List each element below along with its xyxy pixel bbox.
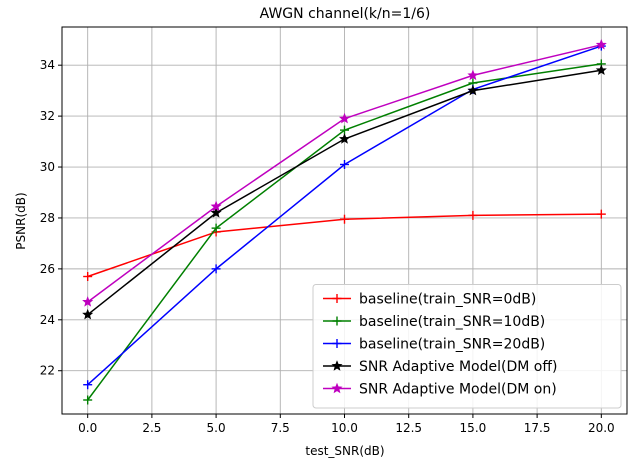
data-point: [211, 264, 221, 274]
x-tick-label: 15.0: [460, 421, 487, 435]
data-point: [210, 207, 222, 218]
legend-label: baseline(train_SNR=10dB): [359, 314, 545, 330]
series-2: [83, 59, 606, 405]
legend-label: baseline(train_SNR=20dB): [359, 337, 545, 353]
data-point: [83, 272, 93, 282]
data-point: [595, 64, 607, 75]
data-point: [468, 210, 478, 220]
legend-marker: [331, 382, 343, 394]
legend: baseline(train_SNR=0dB) baseline(train_SN…: [312, 284, 622, 409]
legend-entry: baseline(train_SNR=0dB): [323, 292, 536, 308]
y-tick-label: 34: [40, 58, 55, 72]
data-point: [340, 159, 349, 169]
data-point: [338, 112, 351, 124]
x-tick-label: 20.0: [588, 421, 615, 435]
legend-marker: [332, 294, 342, 303]
legend-marker: [332, 339, 342, 348]
series-lines: [82, 39, 607, 405]
legend-marker: [332, 316, 342, 326]
data-point: [467, 84, 479, 96]
y-tick-label: 26: [40, 262, 55, 276]
y-tick-label: 24: [40, 313, 55, 327]
data-point: [211, 223, 221, 233]
x-tick-label: 7.5: [271, 421, 290, 435]
data-point: [338, 133, 351, 144]
legend-label: SNR Adaptive Model(DM off): [359, 359, 557, 375]
plot-frame: [61, 26, 628, 415]
y-tick-label: 28: [40, 211, 55, 225]
x-tick-label: 2.5: [142, 421, 161, 435]
legend-box: [312, 284, 622, 409]
x-axis-label: test_SNR(dB): [305, 444, 384, 458]
data-point: [83, 395, 93, 405]
x-tick-label: 5.0: [207, 421, 226, 435]
x-tick-label: 12.5: [395, 421, 422, 435]
data-point: [340, 125, 349, 135]
series-5: [82, 39, 607, 307]
x-tick-label: 17.5: [524, 421, 551, 435]
data-point: [82, 296, 94, 307]
x-tick-label: 10.0: [331, 421, 358, 435]
legend-entry: baseline(train_SNR=10dB): [323, 314, 545, 330]
data-point: [82, 308, 94, 320]
legend-label: baseline(train_SNR=0dB): [359, 292, 536, 308]
chart-title: AWGN channel(k/n=1/6): [260, 6, 431, 22]
legend-entry: SNR Adaptive Model(DM off): [323, 359, 557, 375]
y-tick-label: 22: [40, 364, 55, 378]
data-point: [595, 39, 607, 50]
axis-ticks: 0.0 2.5 5.0 7.5 10.0 12.5 15.0 17.5 20.0 22 24 26 28…: [40, 58, 615, 435]
legend-entry: SNR Adaptive Model(DM on): [323, 382, 557, 398]
data-point: [340, 214, 349, 224]
legend-label: SNR Adaptive Model(DM on): [359, 382, 557, 398]
data-point: [467, 69, 479, 81]
data-point: [596, 209, 606, 219]
legend-entry: baseline(train_SNR=20dB): [323, 337, 545, 353]
y-tick-label: 32: [40, 109, 55, 123]
legend-marker: [331, 360, 343, 371]
x-tick-label: 0.0: [78, 421, 97, 435]
y-tick-label: 30: [40, 160, 55, 174]
y-axis-label: PSNR(dB): [14, 192, 28, 249]
series-4: [82, 64, 607, 320]
data-point: [83, 380, 93, 390]
data-point: [210, 200, 222, 212]
